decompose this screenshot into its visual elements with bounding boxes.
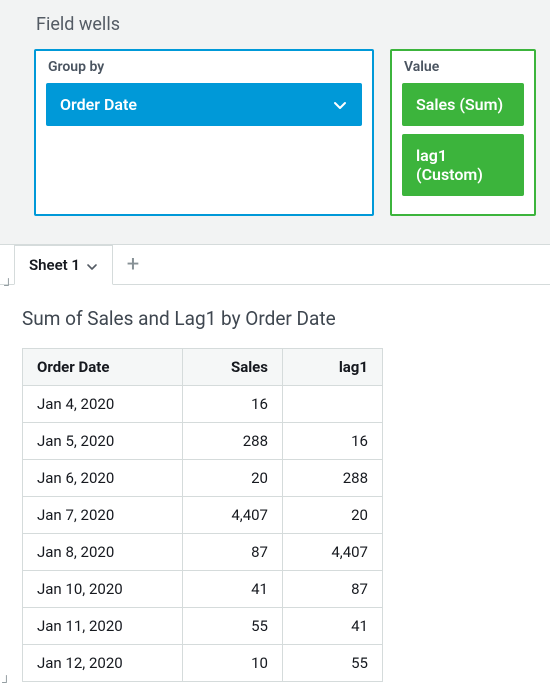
table-header-row: Order Date Sales lag1 <box>23 349 383 386</box>
table-row[interactable]: Jan 12, 20201055 <box>23 645 383 682</box>
sheet-tab-label: Sheet 1 <box>29 256 80 274</box>
cell-sales: 16 <box>183 386 283 423</box>
cell-sales: 87 <box>183 534 283 571</box>
pill-label: lag1 (Custom) <box>416 146 510 184</box>
cell-order-date: Jan 12, 2020 <box>23 645 183 682</box>
cell-sales: 41 <box>183 571 283 608</box>
cell-sales: 55 <box>183 608 283 645</box>
table-row[interactable]: Jan 4, 202016 <box>23 386 383 423</box>
cell-lag1: 16 <box>283 423 383 460</box>
cell-sales: 4,407 <box>183 497 283 534</box>
table-row[interactable]: Jan 5, 202028816 <box>23 423 383 460</box>
cell-order-date: Jan 5, 2020 <box>23 423 183 460</box>
visual-area: Sum of Sales and Lag1 by Order Date Orde… <box>0 285 550 682</box>
cell-lag1: 41 <box>283 608 383 645</box>
cell-order-date: Jan 11, 2020 <box>23 608 183 645</box>
cell-lag1: 87 <box>283 571 383 608</box>
cell-lag1 <box>283 386 383 423</box>
col-header-lag1[interactable]: lag1 <box>283 349 383 386</box>
value-label: Value <box>404 59 524 75</box>
visual-title: Sum of Sales and Lag1 by Order Date <box>22 307 534 330</box>
chevron-down-icon <box>86 259 98 271</box>
cell-order-date: Jan 10, 2020 <box>23 571 183 608</box>
cell-lag1: 288 <box>283 460 383 497</box>
sheet-tab-1[interactable]: Sheet 1 <box>14 245 113 285</box>
table-row[interactable]: Jan 6, 202020288 <box>23 460 383 497</box>
pill-label: Sales (Sum) <box>416 95 503 114</box>
pill-label: Order Date <box>60 95 137 114</box>
cell-sales: 20 <box>183 460 283 497</box>
cell-order-date: Jan 6, 2020 <box>23 460 183 497</box>
cell-order-date: Jan 8, 2020 <box>23 534 183 571</box>
cell-lag1: 4,407 <box>283 534 383 571</box>
col-header-sales[interactable]: Sales <box>183 349 283 386</box>
cell-sales: 10 <box>183 645 283 682</box>
value-well[interactable]: Value Sales (Sum) lag1 (Custom) <box>390 49 536 216</box>
group-by-well[interactable]: Group by Order Date <box>34 49 374 216</box>
field-wells-title: Field wells <box>36 14 536 35</box>
cell-order-date: Jan 4, 2020 <box>23 386 183 423</box>
group-by-pill-order-date[interactable]: Order Date <box>46 83 362 126</box>
group-by-label: Group by <box>48 59 362 75</box>
chevron-down-icon <box>332 97 348 113</box>
cell-sales: 288 <box>183 423 283 460</box>
plus-icon: + <box>127 252 139 277</box>
cell-order-date: Jan 7, 2020 <box>23 497 183 534</box>
table-row[interactable]: Jan 10, 20204187 <box>23 571 383 608</box>
col-header-order-date[interactable]: Order Date <box>23 349 183 386</box>
sheet-tabs: Sheet 1 + <box>0 245 550 285</box>
cell-lag1: 55 <box>283 645 383 682</box>
table-row[interactable]: Jan 7, 20204,40720 <box>23 497 383 534</box>
data-table: Order Date Sales lag1 Jan 4, 202016Jan 5… <box>22 348 383 682</box>
value-pill-sales[interactable]: Sales (Sum) <box>402 83 524 126</box>
field-wells-panel: Field wells Group by Order Date Value <box>0 0 550 245</box>
table-row[interactable]: Jan 8, 2020874,407 <box>23 534 383 571</box>
field-wells-row: Group by Order Date Value Sales (Sum) <box>34 49 536 216</box>
value-pill-lag1[interactable]: lag1 (Custom) <box>402 134 524 196</box>
cell-lag1: 20 <box>283 497 383 534</box>
add-sheet-button[interactable]: + <box>113 245 153 284</box>
table-row[interactable]: Jan 11, 20205541 <box>23 608 383 645</box>
